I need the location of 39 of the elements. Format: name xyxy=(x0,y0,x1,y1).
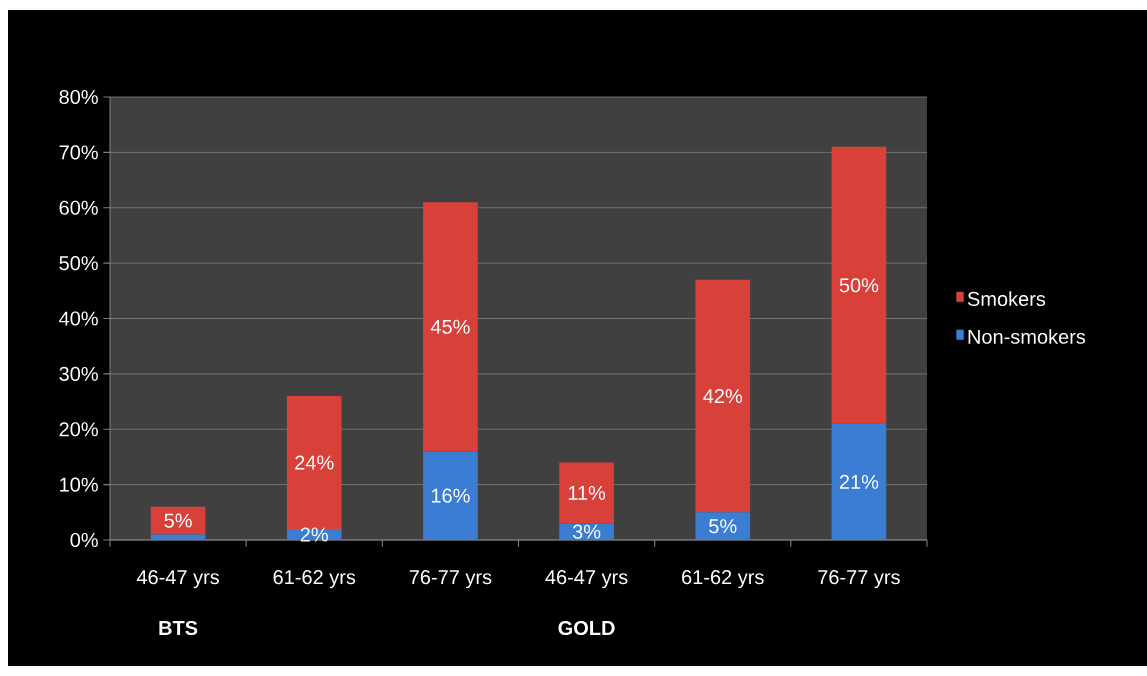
y-tick-label: 30% xyxy=(59,366,98,381)
bar xyxy=(286,396,342,529)
data-label: 5% xyxy=(164,513,192,528)
y-tick-label: 70% xyxy=(59,145,98,160)
y-tick-label: 20% xyxy=(59,422,98,437)
data-label: 5% xyxy=(709,519,737,534)
x-tick-label: 76-77 yrs xyxy=(409,570,492,589)
data-label: 11% xyxy=(568,485,606,500)
data-label: 50% xyxy=(839,278,879,293)
text: GOLD xyxy=(558,620,615,636)
text: BTS xyxy=(159,620,198,636)
bar xyxy=(423,451,478,540)
y-tick-label: 80% xyxy=(59,89,98,105)
data-label: 42% xyxy=(703,388,743,404)
data-label: 2% xyxy=(300,527,328,542)
data-label: 21% xyxy=(839,474,879,489)
x-tick-label: 61-62 yrs xyxy=(682,570,764,589)
bar xyxy=(150,534,206,540)
bar xyxy=(423,202,478,452)
bar xyxy=(695,512,751,540)
bar xyxy=(559,462,614,524)
y-tick-label: 10% xyxy=(60,477,98,492)
y-tick-label: 40% xyxy=(59,311,98,326)
data-label: 16% xyxy=(431,488,470,503)
y-tick-label: 0% xyxy=(70,532,98,548)
y-tick-label: 60% xyxy=(59,200,98,215)
legend-label: Smokers xyxy=(967,291,1046,307)
data-label: 45% xyxy=(430,319,470,334)
x-tick-label: 46-47 yrs xyxy=(136,570,219,589)
y-tick-label: 50% xyxy=(59,256,98,271)
bar xyxy=(831,423,887,540)
data-label: 24% xyxy=(295,455,334,470)
x-tick-label: 46-47 yrs xyxy=(545,570,628,589)
x-tick-label: 61-62 yrs xyxy=(273,570,356,589)
data-label: 3% xyxy=(572,524,601,539)
legend-label: Non-smokers xyxy=(968,329,1086,344)
x-tick-label: 76-77 yrs xyxy=(818,570,900,589)
bar xyxy=(695,279,751,513)
bar xyxy=(831,146,887,424)
